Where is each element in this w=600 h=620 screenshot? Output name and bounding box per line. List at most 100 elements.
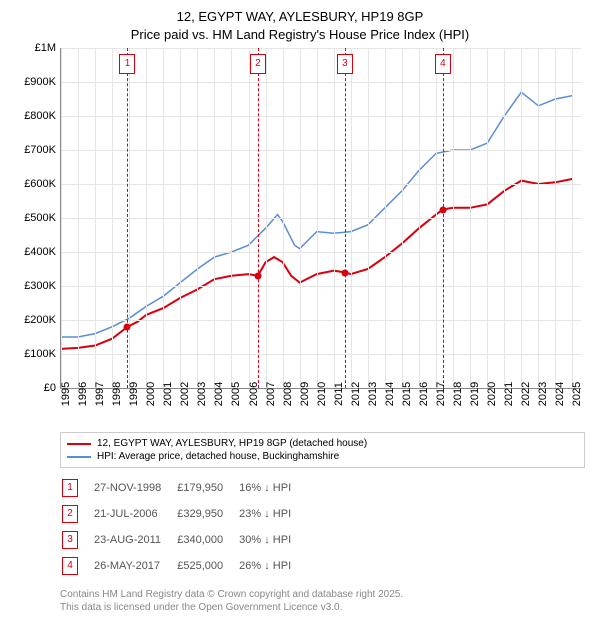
x-tick-label: 2025	[571, 382, 583, 406]
y-tick-label: £300K	[24, 280, 56, 292]
gridline	[283, 48, 284, 388]
y-tick-label: £500K	[24, 212, 56, 224]
y-tick-label: £800K	[24, 110, 56, 122]
event-delta: 26% ↓ HPI	[239, 554, 305, 578]
x-tick-label: 2004	[213, 382, 225, 406]
event-vline	[127, 48, 128, 388]
gridline	[129, 48, 130, 388]
event-row: 4 26-MAY-2017£525,00026% ↓ HPI	[62, 554, 305, 578]
event-dot	[341, 269, 348, 276]
event-date: 21-JUL-2006	[94, 502, 175, 526]
x-tick-label: 2011	[333, 383, 345, 407]
x-tick-label: 1998	[111, 382, 123, 406]
gridline	[78, 48, 79, 388]
event-delta: 23% ↓ HPI	[239, 502, 305, 526]
gridline	[112, 48, 113, 388]
x-tick-label: 2001	[162, 382, 174, 406]
event-price: £340,000	[177, 528, 237, 552]
x-tick-label: 2018	[452, 382, 464, 406]
legend-swatch	[67, 443, 91, 445]
x-tick-label: 2002	[179, 382, 191, 406]
x-tick-label: 2006	[248, 382, 260, 406]
gridline	[538, 48, 539, 388]
event-marker-icon: 3	[62, 531, 78, 549]
events-table: 1 27-NOV-1998£179,95016% ↓ HPI 2 21-JUL-200…	[60, 474, 307, 580]
y-tick-label: £900K	[24, 76, 56, 88]
gridline	[487, 48, 488, 388]
gridline	[317, 48, 318, 388]
y-tick-label: £1M	[35, 42, 56, 54]
gridline	[300, 48, 301, 388]
x-tick-label: 2022	[520, 382, 532, 406]
event-row: 221-JUL-2006£329,95023% ↓ HPI	[62, 502, 305, 526]
gridline	[146, 48, 147, 388]
gridline	[249, 48, 250, 388]
gridline	[351, 48, 352, 388]
y-tick-label: £100K	[24, 348, 56, 360]
event-price: £179,950	[177, 476, 237, 500]
event-marker: 2	[250, 54, 266, 74]
event-price: £525,000	[177, 554, 237, 578]
x-tick-label: 2005	[230, 382, 242, 406]
gridline	[61, 184, 581, 185]
gridline	[95, 48, 96, 388]
gridline	[61, 150, 581, 151]
event-row: 1 27-NOV-1998£179,95016% ↓ HPI	[62, 476, 305, 500]
gridline	[61, 252, 581, 253]
event-marker: 1	[119, 54, 135, 74]
gridline	[470, 48, 471, 388]
event-marker-icon: 1	[62, 479, 78, 497]
event-date: 27-NOV-1998	[94, 476, 175, 500]
footnote-line1: Contains HM Land Registry data © Crown c…	[60, 588, 585, 601]
gridline	[368, 48, 369, 388]
event-dot	[254, 273, 261, 280]
chart-title: 12, EGYPT WAY, AYLESBURY, HP19 8GP Price…	[0, 0, 600, 48]
y-tick-label: £600K	[24, 178, 56, 190]
gridline	[453, 48, 454, 388]
gridline	[61, 218, 581, 219]
gridline	[180, 48, 181, 388]
event-delta: 30% ↓ HPI	[239, 528, 305, 552]
event-marker-icon: 4	[62, 557, 78, 575]
gridline	[419, 48, 420, 388]
event-dot	[124, 324, 131, 331]
x-tick-label: 1999	[128, 382, 140, 406]
gridline	[385, 48, 386, 388]
x-tick-label: 1996	[77, 382, 89, 406]
title-line1: 12, EGYPT WAY, AYLESBURY, HP19 8GP	[0, 8, 600, 26]
y-axis: £0£100K£200K£300K£400K£500K£600K£700K£80…	[15, 48, 60, 388]
gridline	[572, 48, 573, 388]
gridline	[555, 48, 556, 388]
event-vline	[443, 48, 444, 388]
legend-label: HPI: Average price, detached house, Buck…	[97, 451, 339, 462]
event-vline	[345, 48, 346, 388]
gridline	[61, 354, 581, 355]
gridline	[436, 48, 437, 388]
gridline	[163, 48, 164, 388]
x-tick-label: 2023	[537, 382, 549, 406]
x-tick-label: 2007	[265, 382, 277, 406]
event-delta: 16% ↓ HPI	[239, 476, 305, 500]
event-marker-icon: 2	[62, 505, 78, 523]
legend-row: 12, EGYPT WAY, AYLESBURY, HP19 8GP (deta…	[67, 437, 578, 450]
x-axis: 1995199619971998199920002001200220032004…	[60, 388, 580, 428]
gridline	[61, 48, 581, 49]
event-date: 26-MAY-2017	[94, 554, 175, 578]
legend-swatch	[67, 456, 91, 458]
x-tick-label: 2013	[367, 382, 379, 406]
gridline	[61, 116, 581, 117]
event-row: 323-AUG-2011£340,00030% ↓ HPI	[62, 528, 305, 552]
chart-area: £0£100K£200K£300K£400K£500K£600K£700K£80…	[15, 48, 585, 428]
x-tick-label: 2015	[401, 382, 413, 406]
chart-container: 12, EGYPT WAY, AYLESBURY, HP19 8GP Price…	[0, 0, 600, 614]
event-marker: 3	[337, 54, 353, 74]
gridline	[266, 48, 267, 388]
x-tick-label: 2000	[145, 382, 157, 406]
legend: 12, EGYPT WAY, AYLESBURY, HP19 8GP (deta…	[60, 432, 585, 468]
x-tick-label: 2019	[469, 382, 481, 406]
x-tick-label: 2010	[316, 382, 328, 406]
gridline	[521, 48, 522, 388]
x-tick-label: 2021	[503, 382, 515, 406]
gridline	[214, 48, 215, 388]
x-tick-label: 2009	[299, 382, 311, 406]
